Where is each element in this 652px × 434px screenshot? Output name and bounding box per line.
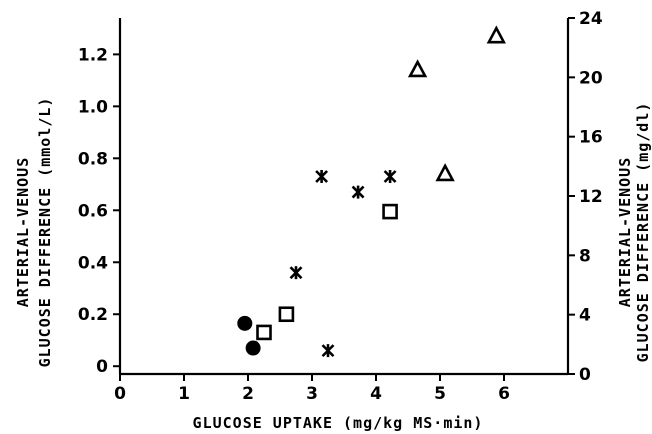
right-y-tick-label: 16 [579,128,603,148]
x-tick-label: 6 [498,384,510,404]
open-square-marker [278,306,295,323]
open-square-marker [256,324,272,341]
x-tick-label: 1 [178,384,190,404]
left-y-tick-label: 0.2 [78,305,108,325]
left-y-tick-label: 1.2 [78,45,108,65]
left-y-axis-title-line2: GLUCOSE DIFFERENCE (mmol/L) [36,97,54,368]
left-y-tick-label: 0.4 [78,253,108,273]
right-y-tick-label: 12 [579,187,603,207]
right-y-axis-title-line2: GLUCOSE DIFFERENCE (mg/dl) [634,102,652,363]
right-y-tick-label: 24 [579,9,603,29]
asterisk-marker [351,185,365,199]
left-y-tick-label: 0.8 [78,149,108,169]
x-axis-title: GLUCOSE UPTAKE (mg/kg MS·min) [193,414,484,432]
right-y-tick-label: 8 [579,246,591,266]
asterisk-marker [315,170,329,184]
open-square-marker [382,203,398,220]
right-y-tick-label: 0 [579,365,591,385]
right-y-tick-label: 4 [579,306,591,326]
x-axis-ticks: 0 1 2 3 4 5 6 [114,374,510,404]
data-markers [237,25,506,358]
asterisk-marker [289,266,303,280]
left-y-tick-label: 0.6 [78,201,108,221]
left-y-axis-ticks: 0 0.2 0.4 0.6 0.8 1.0 1.2 [78,45,120,377]
left-y-axis-title-group: ARTERIAL-VENOUS [14,157,32,307]
asterisk-marker [321,344,335,358]
x-tick-label: 2 [242,384,254,404]
open-triangle-marker [486,25,506,44]
x-tick-label: 4 [370,384,382,404]
left-y-axis-title-group-2: GLUCOSE DIFFERENCE (mmol/L) [36,97,54,368]
x-tick-label: 5 [434,384,446,404]
left-y-axis-title-line1: ARTERIAL-VENOUS [14,157,32,307]
filled-circle-marker [237,315,253,331]
open-triangle-marker [407,59,428,78]
right-y-tick-label: 20 [579,68,603,88]
x-tick-label: 0 [114,384,126,404]
asterisk-marker [383,170,397,184]
open-triangle-marker [435,163,455,182]
left-y-tick-label: 0 [96,357,108,377]
x-tick-label: 3 [306,384,318,404]
chart-axes [118,18,570,376]
right-y-axis-title-group: ARTERIAL-VENOUS [616,157,634,307]
filled-circle-marker [245,340,261,356]
right-y-axis-title-group-2: GLUCOSE DIFFERENCE (mg/dl) [634,102,652,363]
left-y-tick-label: 1.0 [78,97,108,117]
right-y-axis-title-line1: ARTERIAL-VENOUS [616,157,634,307]
right-y-axis-ticks: 0 4 8 12 16 20 24 [568,9,603,385]
